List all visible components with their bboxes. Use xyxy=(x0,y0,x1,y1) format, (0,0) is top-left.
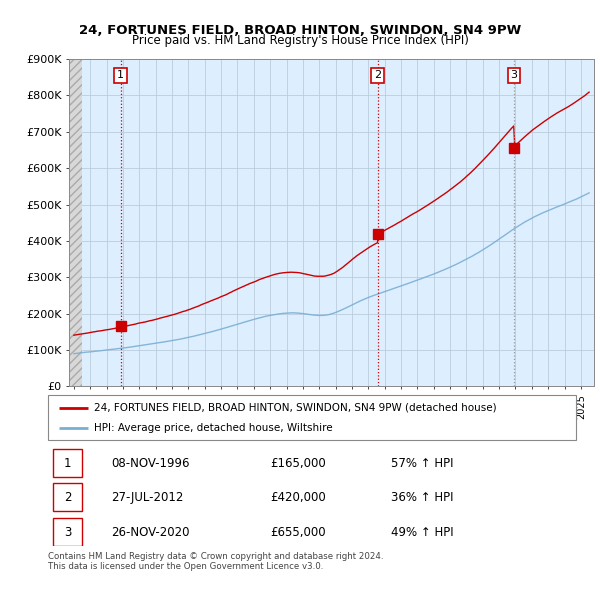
Text: Contains HM Land Registry data © Crown copyright and database right 2024.
This d: Contains HM Land Registry data © Crown c… xyxy=(48,552,383,571)
FancyBboxPatch shape xyxy=(53,449,82,477)
Text: 24, FORTUNES FIELD, BROAD HINTON, SWINDON, SN4 9PW (detached house): 24, FORTUNES FIELD, BROAD HINTON, SWINDO… xyxy=(94,403,497,412)
Text: 36% ↑ HPI: 36% ↑ HPI xyxy=(391,491,454,504)
Text: Price paid vs. HM Land Registry's House Price Index (HPI): Price paid vs. HM Land Registry's House … xyxy=(131,34,469,47)
Text: 49% ↑ HPI: 49% ↑ HPI xyxy=(391,526,454,539)
Text: 26-NOV-2020: 26-NOV-2020 xyxy=(112,526,190,539)
Text: 2: 2 xyxy=(64,491,71,504)
Text: 1: 1 xyxy=(64,457,71,470)
FancyBboxPatch shape xyxy=(48,395,576,440)
Text: 3: 3 xyxy=(64,526,71,539)
FancyBboxPatch shape xyxy=(53,519,82,546)
Text: 24, FORTUNES FIELD, BROAD HINTON, SWINDON, SN4 9PW: 24, FORTUNES FIELD, BROAD HINTON, SWINDO… xyxy=(79,24,521,37)
Text: £655,000: £655,000 xyxy=(270,526,325,539)
Text: 1: 1 xyxy=(117,70,124,80)
Text: 57% ↑ HPI: 57% ↑ HPI xyxy=(391,457,454,470)
Text: 2: 2 xyxy=(374,70,381,80)
Text: 08-NOV-1996: 08-NOV-1996 xyxy=(112,457,190,470)
Bar xyxy=(69,59,82,386)
Text: HPI: Average price, detached house, Wiltshire: HPI: Average price, detached house, Wilt… xyxy=(94,424,333,434)
Text: 27-JUL-2012: 27-JUL-2012 xyxy=(112,491,184,504)
Text: 3: 3 xyxy=(511,70,518,80)
FancyBboxPatch shape xyxy=(53,483,82,511)
Text: £165,000: £165,000 xyxy=(270,457,326,470)
Text: £420,000: £420,000 xyxy=(270,491,326,504)
